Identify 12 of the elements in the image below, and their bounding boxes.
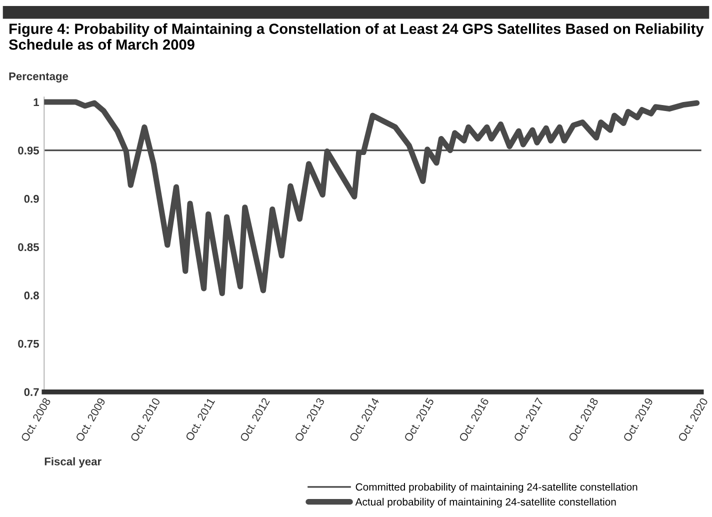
- chart-title: Figure 4: Probability of Maintaining a Constellation of at Least 24 GPS Satellites Based on Reliability Schedule as of March 2009: [8, 23, 704, 50]
- y-tick-label: 1: [34, 98, 39, 106]
- y-tick-label: 0.7: [24, 388, 39, 396]
- y-tick-label: 0.85: [18, 243, 39, 252]
- y-tick-label: 0.8: [24, 292, 39, 300]
- y-tick-label: 0.75: [18, 340, 39, 348]
- legend-label: Actual probability of maintaining 24-satellite constellation: [355, 498, 616, 508]
- x-axis-title: Fiscal year: [44, 457, 102, 468]
- y-tick-label: 0.95: [18, 146, 39, 154]
- y-axis-title: Percentage: [9, 72, 68, 82]
- legend-label: Committed probability of maintaining 24-satellite constellation: [356, 482, 638, 493]
- y-tick-label: 0.9: [24, 194, 39, 203]
